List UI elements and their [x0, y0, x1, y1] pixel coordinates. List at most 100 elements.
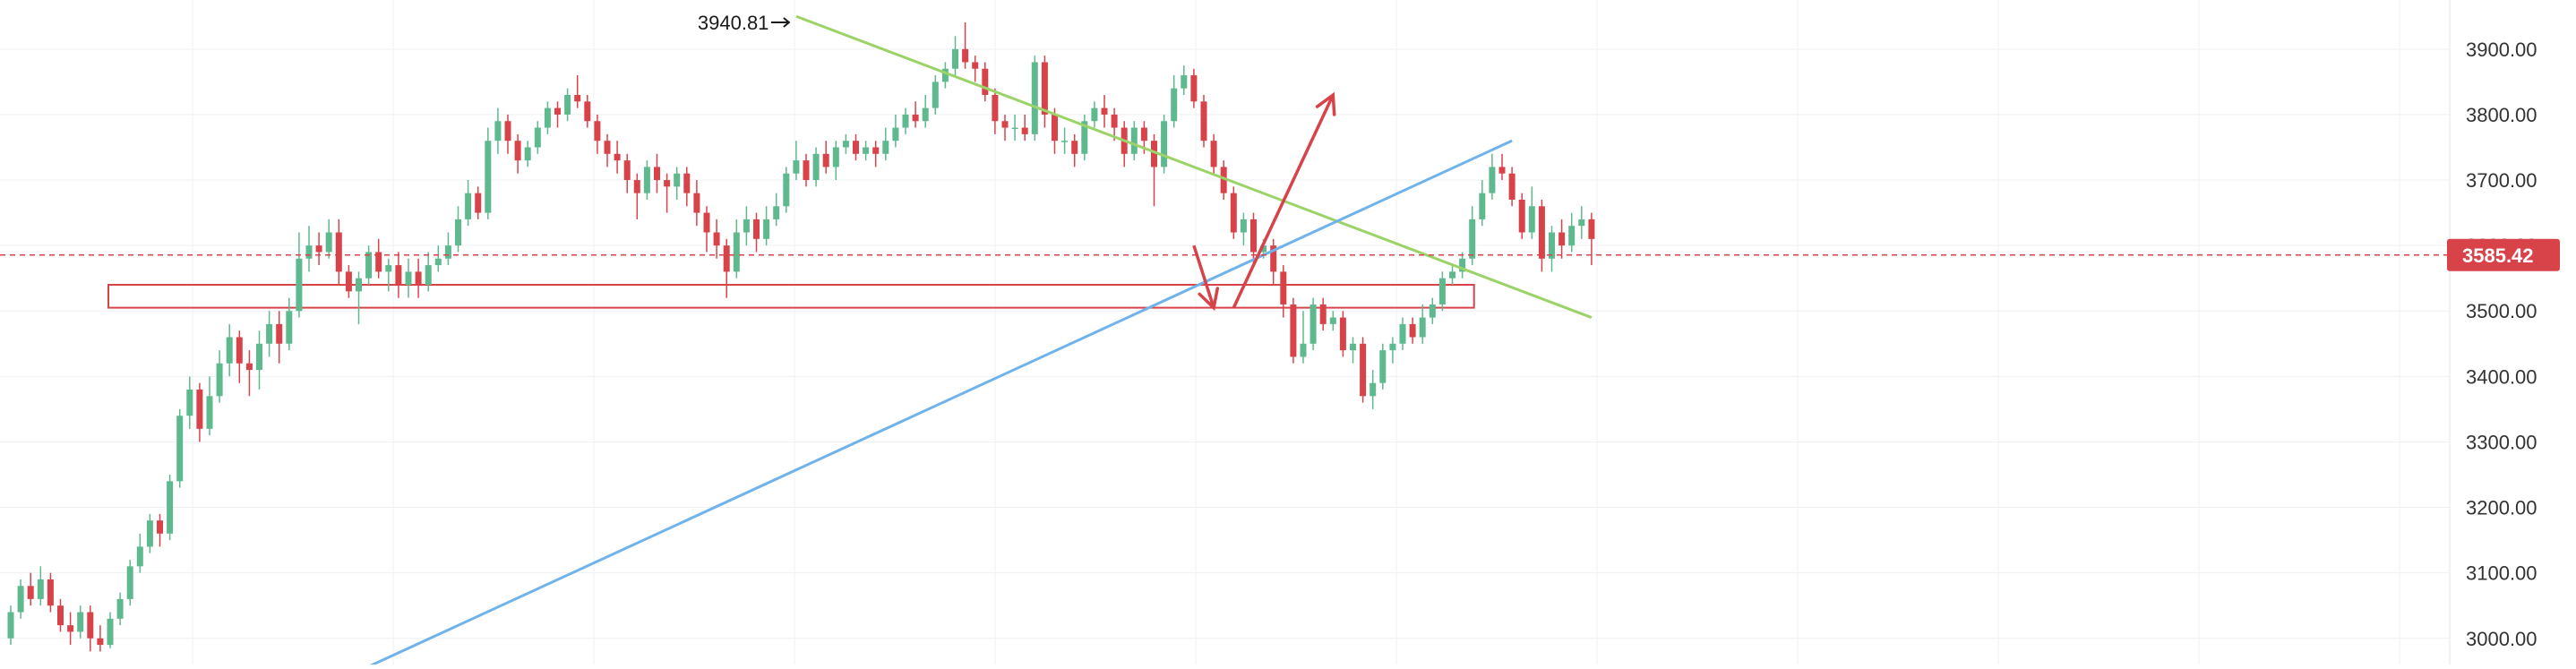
candle-down: [1190, 75, 1198, 102]
candle-up: [176, 416, 184, 482]
candle-up: [1379, 350, 1387, 383]
y-tick-label: 3700.00: [2466, 169, 2537, 192]
candle-down: [614, 153, 621, 161]
current-price-label: 3585.42: [2462, 244, 2534, 267]
candle-down: [992, 95, 999, 122]
candle-down: [27, 586, 34, 599]
candle-down: [504, 121, 511, 142]
candle-up: [1309, 304, 1317, 344]
candle-down: [683, 173, 691, 193]
candle-down: [1052, 114, 1058, 142]
support-zone-layer: [107, 284, 1475, 309]
high-marker-layer: 3940.81: [698, 12, 791, 34]
candle-up: [7, 612, 14, 639]
candle-up: [356, 278, 362, 292]
candle-down: [475, 193, 482, 213]
candle-up: [643, 167, 650, 193]
y-tick-label: 3800.00: [2466, 104, 2537, 126]
candle-up: [1370, 382, 1377, 397]
candle-up: [793, 160, 800, 174]
candle-down: [912, 114, 919, 122]
candle-up: [892, 127, 899, 142]
candle-up: [1389, 343, 1396, 351]
candle-down: [1339, 317, 1346, 351]
candle-down: [1021, 127, 1028, 134]
candle-up: [922, 107, 929, 122]
candle-down: [1508, 173, 1516, 200]
candle-up: [146, 520, 153, 547]
candle-down: [67, 625, 74, 632]
candle-down: [1538, 206, 1545, 259]
candle-up: [77, 612, 84, 632]
candle-up: [1260, 245, 1267, 253]
candle-down: [514, 141, 521, 161]
candle-down: [853, 141, 859, 154]
candle-up: [1130, 127, 1138, 154]
candle-down: [1041, 62, 1048, 115]
candle-up: [1429, 304, 1436, 318]
candle-down: [1140, 127, 1147, 142]
candle-down: [822, 153, 829, 167]
candle-up: [286, 311, 293, 344]
candle-up: [882, 141, 889, 154]
candle-up: [1011, 127, 1018, 130]
candle-down: [345, 271, 352, 292]
candle-up: [1181, 75, 1188, 89]
candle-up: [37, 579, 44, 599]
candle-down: [1498, 167, 1506, 174]
candle-up: [325, 232, 332, 253]
candle-up: [863, 147, 870, 154]
candle-down: [47, 579, 54, 606]
candle-up: [385, 265, 392, 272]
candle-up: [1091, 107, 1098, 122]
candle-up: [1161, 121, 1168, 167]
candle-up: [773, 206, 780, 219]
candle-up: [534, 127, 541, 148]
candle-down: [872, 147, 880, 154]
candle-up: [1031, 62, 1038, 134]
candle-down: [335, 232, 342, 272]
candle-up: [1419, 317, 1426, 338]
candle-down: [753, 219, 760, 239]
candle-up: [524, 147, 531, 161]
candle-up: [1300, 343, 1307, 357]
current-price-layer: 3585.42: [0, 238, 2560, 271]
candle-down: [196, 389, 203, 429]
candle-up: [1171, 88, 1178, 122]
grid-layer: [0, 0, 2450, 665]
candle-down: [157, 520, 163, 534]
candle-up: [1528, 206, 1535, 233]
candle-up: [216, 363, 223, 397]
current-price-badge: [2447, 238, 2560, 271]
candle-down: [1360, 343, 1367, 397]
candle-down: [1220, 167, 1227, 193]
candle-up: [1240, 219, 1247, 233]
projection-down-arrow: [1192, 244, 1215, 309]
candle-up: [405, 271, 412, 285]
candle-up: [425, 265, 432, 285]
y-tick-label: 3400.00: [2466, 365, 2537, 388]
candle-down: [574, 95, 581, 102]
candle-up: [1061, 141, 1069, 142]
candle-down: [415, 271, 422, 285]
candle-up: [266, 323, 273, 344]
candle-down: [633, 180, 640, 193]
candle-down: [723, 245, 730, 272]
candle-down: [962, 48, 969, 63]
candle-down: [245, 363, 253, 371]
candle-down: [713, 232, 720, 246]
candle-up: [1459, 258, 1466, 272]
projection-up-arrow: [1232, 94, 1335, 309]
candle-down: [1409, 323, 1416, 338]
candle-down: [57, 605, 64, 626]
candle-down: [1230, 193, 1237, 233]
candle-up: [941, 68, 949, 82]
candle-down: [1558, 232, 1566, 246]
resistance-trendline: [795, 14, 1593, 319]
y-tick-label: 3100.00: [2466, 562, 2537, 585]
candle-up: [1578, 219, 1585, 227]
candle-down: [315, 245, 322, 253]
price-axis[interactable]: 3900.003800.003700.003600.003500.003400.…: [2449, 0, 2537, 665]
